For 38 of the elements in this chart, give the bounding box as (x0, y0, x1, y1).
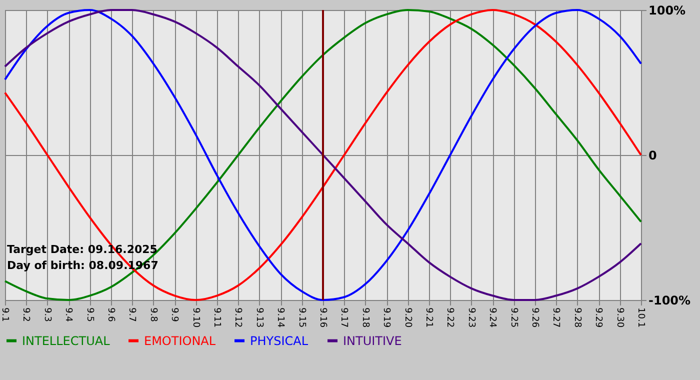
x-tick-label: 9.18 (360, 308, 370, 328)
x-tick-label: 9.5 (84, 308, 94, 322)
x-tick-label: 9.15 (296, 308, 306, 328)
x-tick-label: 9.23 (466, 308, 476, 328)
x-tick-label: 9.25 (508, 308, 518, 328)
legend-label: EMOTIONAL (144, 334, 216, 348)
y-tick-label: -100% (648, 294, 691, 308)
x-tick-label: 9.28 (572, 308, 582, 328)
x-tick-label: 9.12 (232, 308, 243, 328)
x-tick-label: 9.30 (614, 308, 624, 328)
legend-label: INTUITIVE (343, 334, 402, 348)
y-tick-label: 100% (648, 4, 686, 18)
x-tick-label: 9.9 (169, 308, 180, 322)
x-tick-label: 9.2 (20, 308, 31, 322)
legend-label: PHYSICAL (250, 334, 308, 348)
x-tick-label: 9.26 (530, 308, 540, 328)
x-tick-label: 9.6 (106, 308, 116, 322)
x-tick-label: 9.27 (550, 308, 561, 328)
x-tick-label: 9.10 (190, 308, 200, 328)
x-tick-label: 9.4 (63, 308, 74, 322)
x-tick-label: 9.13 (254, 308, 264, 328)
x-tick-label: 10.1 (636, 308, 646, 328)
x-tick-label: 9.1 (0, 308, 10, 322)
x-tick-label: 9.21 (424, 308, 434, 328)
x-tick-label: 9.29 (593, 308, 604, 328)
x-tick-label: 9.24 (487, 308, 498, 328)
x-tick-label: 9.14 (275, 308, 286, 328)
x-tick-label: 9.22 (444, 308, 455, 328)
x-tick-label: 9.7 (126, 308, 137, 322)
x-tick-label: 9.8 (148, 308, 158, 322)
legend-label: INTELLECTUAL (22, 334, 110, 348)
x-tick-label: 9.16 (318, 308, 328, 328)
x-tick-label: 9.3 (42, 308, 52, 322)
x-tick-label: 9.11 (212, 308, 222, 328)
y-tick-label: 0 (648, 148, 657, 162)
x-tick-label: 9.20 (402, 308, 412, 328)
x-tick-label: 9.19 (381, 308, 392, 328)
x-tick-label: 9.17 (338, 308, 349, 328)
